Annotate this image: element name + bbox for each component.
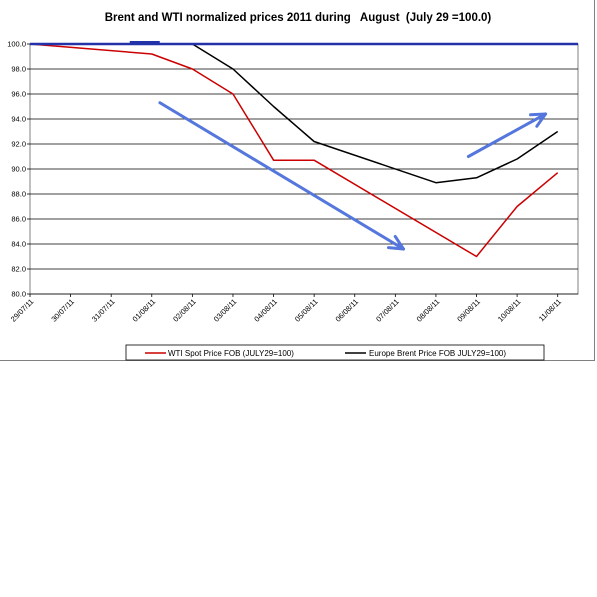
arrow-head bbox=[535, 112, 548, 128]
legend-box bbox=[125, 344, 545, 361]
x-tick-label: 08/08/11 bbox=[415, 297, 442, 324]
x-tick-label: 02/08/11 bbox=[171, 297, 198, 324]
y-tick-label: 98.0 bbox=[11, 65, 26, 74]
y-tick-label: 90.0 bbox=[11, 165, 26, 174]
y-tick-label: 94.0 bbox=[11, 115, 26, 124]
y-tick-label: 84.0 bbox=[11, 240, 26, 249]
y-tick-label: 100.0 bbox=[7, 40, 26, 49]
x-tick-label: 11/08/11 bbox=[537, 297, 563, 323]
series-layer bbox=[30, 44, 559, 258]
y-tick-label: 82.0 bbox=[11, 265, 26, 274]
gridlines bbox=[30, 43, 578, 295]
x-tick-label: 01/08/11 bbox=[131, 297, 158, 324]
up-trend-arrow bbox=[466, 112, 548, 158]
y-tick-label: 86.0 bbox=[11, 215, 26, 224]
x-tick-label: 31/07/11 bbox=[90, 297, 117, 324]
line-chart: Brent and WTI normalized prices 2011 dur… bbox=[7, 12, 579, 361]
x-tick-label: 03/08/11 bbox=[212, 297, 239, 324]
y-tick-label: 96.0 bbox=[11, 90, 26, 99]
x-tick-label: 29/07/11 bbox=[9, 297, 36, 324]
x-tick-label: 07/08/11 bbox=[374, 297, 401, 324]
y-tick-label: 88.0 bbox=[11, 190, 26, 199]
x-tick-label: 09/08/11 bbox=[455, 297, 482, 324]
x-tick-label: 30/07/11 bbox=[49, 297, 76, 324]
y-tick-label: 80.0 bbox=[11, 290, 26, 299]
x-tick-label: 04/08/11 bbox=[252, 297, 279, 324]
series-line-wti bbox=[30, 44, 559, 258]
chart-frame: Brent and WTI normalized prices 2011 dur… bbox=[0, 0, 595, 361]
y-tick-label: 92.0 bbox=[11, 140, 26, 149]
down-trend-arrow bbox=[158, 101, 405, 251]
series-line-brent bbox=[190, 44, 559, 184]
legend-label-brent: Europe Brent Price FOB JULY29=100) bbox=[369, 349, 506, 358]
chart-title: Brent and WTI normalized prices 2011 dur… bbox=[105, 12, 492, 24]
arrow-shaft bbox=[466, 112, 548, 158]
x-tick-label: 05/08/11 bbox=[293, 297, 320, 324]
arrow-head bbox=[393, 234, 405, 251]
arrow-head bbox=[387, 246, 405, 251]
arrow-shaft bbox=[158, 101, 405, 251]
x-axis: 29/07/11 30/07/11 31/07/11 01/08/11 02/08/11… bbox=[9, 294, 563, 324]
legend-label-wti: WTI Spot Price FOB (JULY29=100) bbox=[168, 349, 294, 358]
x-tick-label: 06/08/11 bbox=[334, 297, 361, 324]
x-tick-label: 10/08/11 bbox=[496, 297, 523, 324]
legend: WTI Spot Price FOB (JULY29=100) Europe B… bbox=[125, 344, 545, 361]
arrow-head bbox=[529, 112, 548, 117]
annotation-layer bbox=[30, 41, 578, 251]
y-axis: 80.0 82.0 84.0 86.0 88.0 90.0 92.0 94.0 96.0 98.0… bbox=[7, 40, 30, 299]
